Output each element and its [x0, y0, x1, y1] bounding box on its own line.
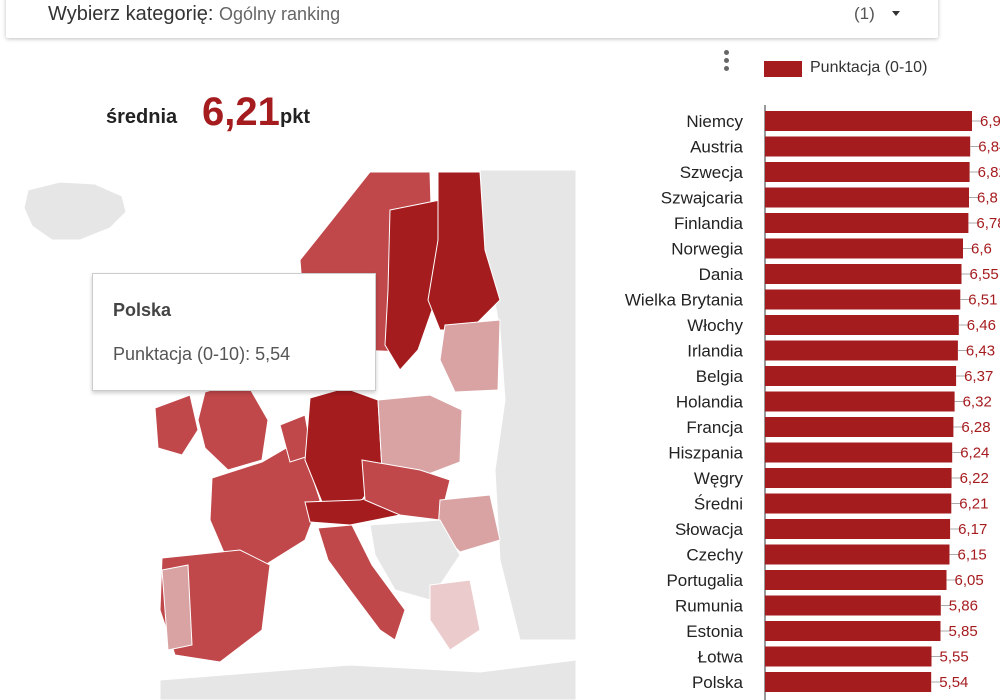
chevron-down-icon[interactable]: [892, 11, 900, 16]
data-label: 6,6: [971, 241, 992, 258]
bar[interactable]: [765, 646, 932, 667]
bar[interactable]: [765, 213, 969, 233]
data-label: 6,46: [967, 317, 996, 334]
map-region-baltics[interactable]: [439, 319, 501, 393]
filter-label-text: Wybierz kategorię:: [48, 3, 214, 25]
bar[interactable]: [765, 391, 955, 412]
category-label: Hiszpania: [668, 444, 743, 463]
category-filter[interactable]: Wybierz kategorię: Ogólny ranking (1): [6, 0, 938, 38]
data-label: 6,28: [961, 419, 990, 436]
data-label: 6,15: [958, 547, 987, 564]
category-label: Holandia: [676, 393, 744, 412]
tooltip-metric-label: Punktacja (0-10):: [113, 344, 251, 364]
bar[interactable]: [765, 544, 950, 565]
bar[interactable]: [765, 162, 970, 182]
average-value: 6,21: [202, 90, 280, 134]
data-label: 6,05: [955, 572, 984, 589]
map-region-france[interactable]: [209, 439, 321, 566]
data-label: 5,85: [949, 623, 978, 640]
map-region-italy[interactable]: [317, 524, 406, 641]
legend-swatch: [764, 61, 802, 77]
category-label: Szwecja: [680, 163, 744, 182]
category-label: Francja: [686, 418, 743, 437]
data-label: 6,84: [978, 139, 1000, 156]
data-label: 6,24: [960, 445, 989, 462]
bar[interactable]: [765, 442, 953, 463]
map-region-north-africa: [159, 659, 576, 700]
category-label: Portugalia: [666, 571, 743, 590]
bar[interactable]: [765, 340, 958, 361]
data-label: 6,82: [978, 164, 1000, 181]
data-label: 6,17: [958, 521, 987, 538]
map-region-greece[interactable]: [429, 579, 481, 651]
data-label: 6,32: [963, 394, 992, 411]
average-unit: pkt: [280, 106, 310, 128]
category-label: Średni: [694, 495, 743, 514]
category-label: Łotwa: [698, 648, 744, 667]
category-label: Włochy: [687, 316, 743, 335]
data-label: 6,51: [968, 292, 997, 309]
map-tooltip: Polska Punktacja (0-10): 5,54: [92, 273, 376, 391]
category-label: Niemcy: [686, 112, 743, 131]
data-label: 5,54: [939, 674, 968, 691]
bar[interactable]: [765, 595, 941, 616]
bar[interactable]: [765, 111, 972, 131]
data-label: 5,55: [940, 649, 969, 666]
filter-selected-value: Ogólny ranking: [219, 4, 341, 24]
data-label: 6,43: [966, 343, 995, 360]
map-region-ireland[interactable]: [154, 394, 199, 456]
kebab-menu-icon[interactable]: [722, 50, 730, 76]
filter-count: (1): [854, 4, 875, 23]
category-label: Rumunia: [675, 597, 744, 616]
bar[interactable]: [765, 468, 952, 488]
category-label: Finlandia: [674, 214, 744, 233]
tooltip-country: Polska: [113, 300, 172, 320]
category-label: Estonia: [686, 622, 743, 641]
data-label: 5,86: [949, 598, 978, 615]
legend-label: Punktacja (0-10): [810, 59, 928, 76]
data-label: 6,8: [977, 190, 998, 207]
category-label: Dania: [699, 265, 744, 284]
data-label: 6,9: [980, 113, 1000, 130]
data-label: 6,21: [959, 496, 988, 513]
category-label: Polska: [692, 673, 744, 692]
bar[interactable]: [765, 264, 962, 284]
category-label: Norwegia: [671, 240, 743, 259]
category-label: Węgry: [694, 469, 744, 488]
bar[interactable]: [765, 621, 941, 641]
bar[interactable]: [765, 570, 947, 590]
bar[interactable]: [765, 136, 971, 157]
map-region-portugal[interactable]: [161, 564, 193, 651]
data-label: 6,22: [960, 470, 989, 487]
bar[interactable]: [765, 187, 969, 208]
map-region-iceland: [23, 181, 127, 241]
bar[interactable]: [765, 672, 932, 692]
category-label: Wielka Brytania: [625, 291, 744, 310]
category-label: Austria: [690, 138, 743, 157]
bar[interactable]: [765, 289, 961, 310]
bar[interactable]: [765, 519, 951, 539]
data-label: 6,55: [970, 266, 999, 283]
bar[interactable]: [765, 417, 954, 437]
bar[interactable]: [765, 238, 963, 259]
bar[interactable]: [765, 366, 957, 386]
category-label: Słowacja: [675, 520, 744, 539]
bar-chart: Niemcy 6,9 Austria 6,84 Szwecja 6,82 Szwajcari…: [625, 105, 1000, 700]
category-label: Irlandia: [687, 342, 743, 361]
bar[interactable]: [765, 493, 952, 514]
bar[interactable]: [765, 315, 959, 335]
tooltip-metric: Punktacja (0-10): 5,54: [113, 344, 290, 365]
category-label: Czechy: [686, 546, 743, 565]
average-label: średnia: [106, 106, 178, 128]
data-label: 6,78: [976, 215, 1000, 232]
europe-map[interactable]: [0, 168, 576, 700]
category-label: Belgia: [696, 367, 744, 386]
tooltip-metric-value: 5,54: [255, 344, 291, 364]
data-label: 6,37: [964, 368, 993, 385]
category-label: Szwajcaria: [661, 189, 744, 208]
filter-label: Wybierz kategorię: Ogólny ranking: [48, 3, 340, 26]
